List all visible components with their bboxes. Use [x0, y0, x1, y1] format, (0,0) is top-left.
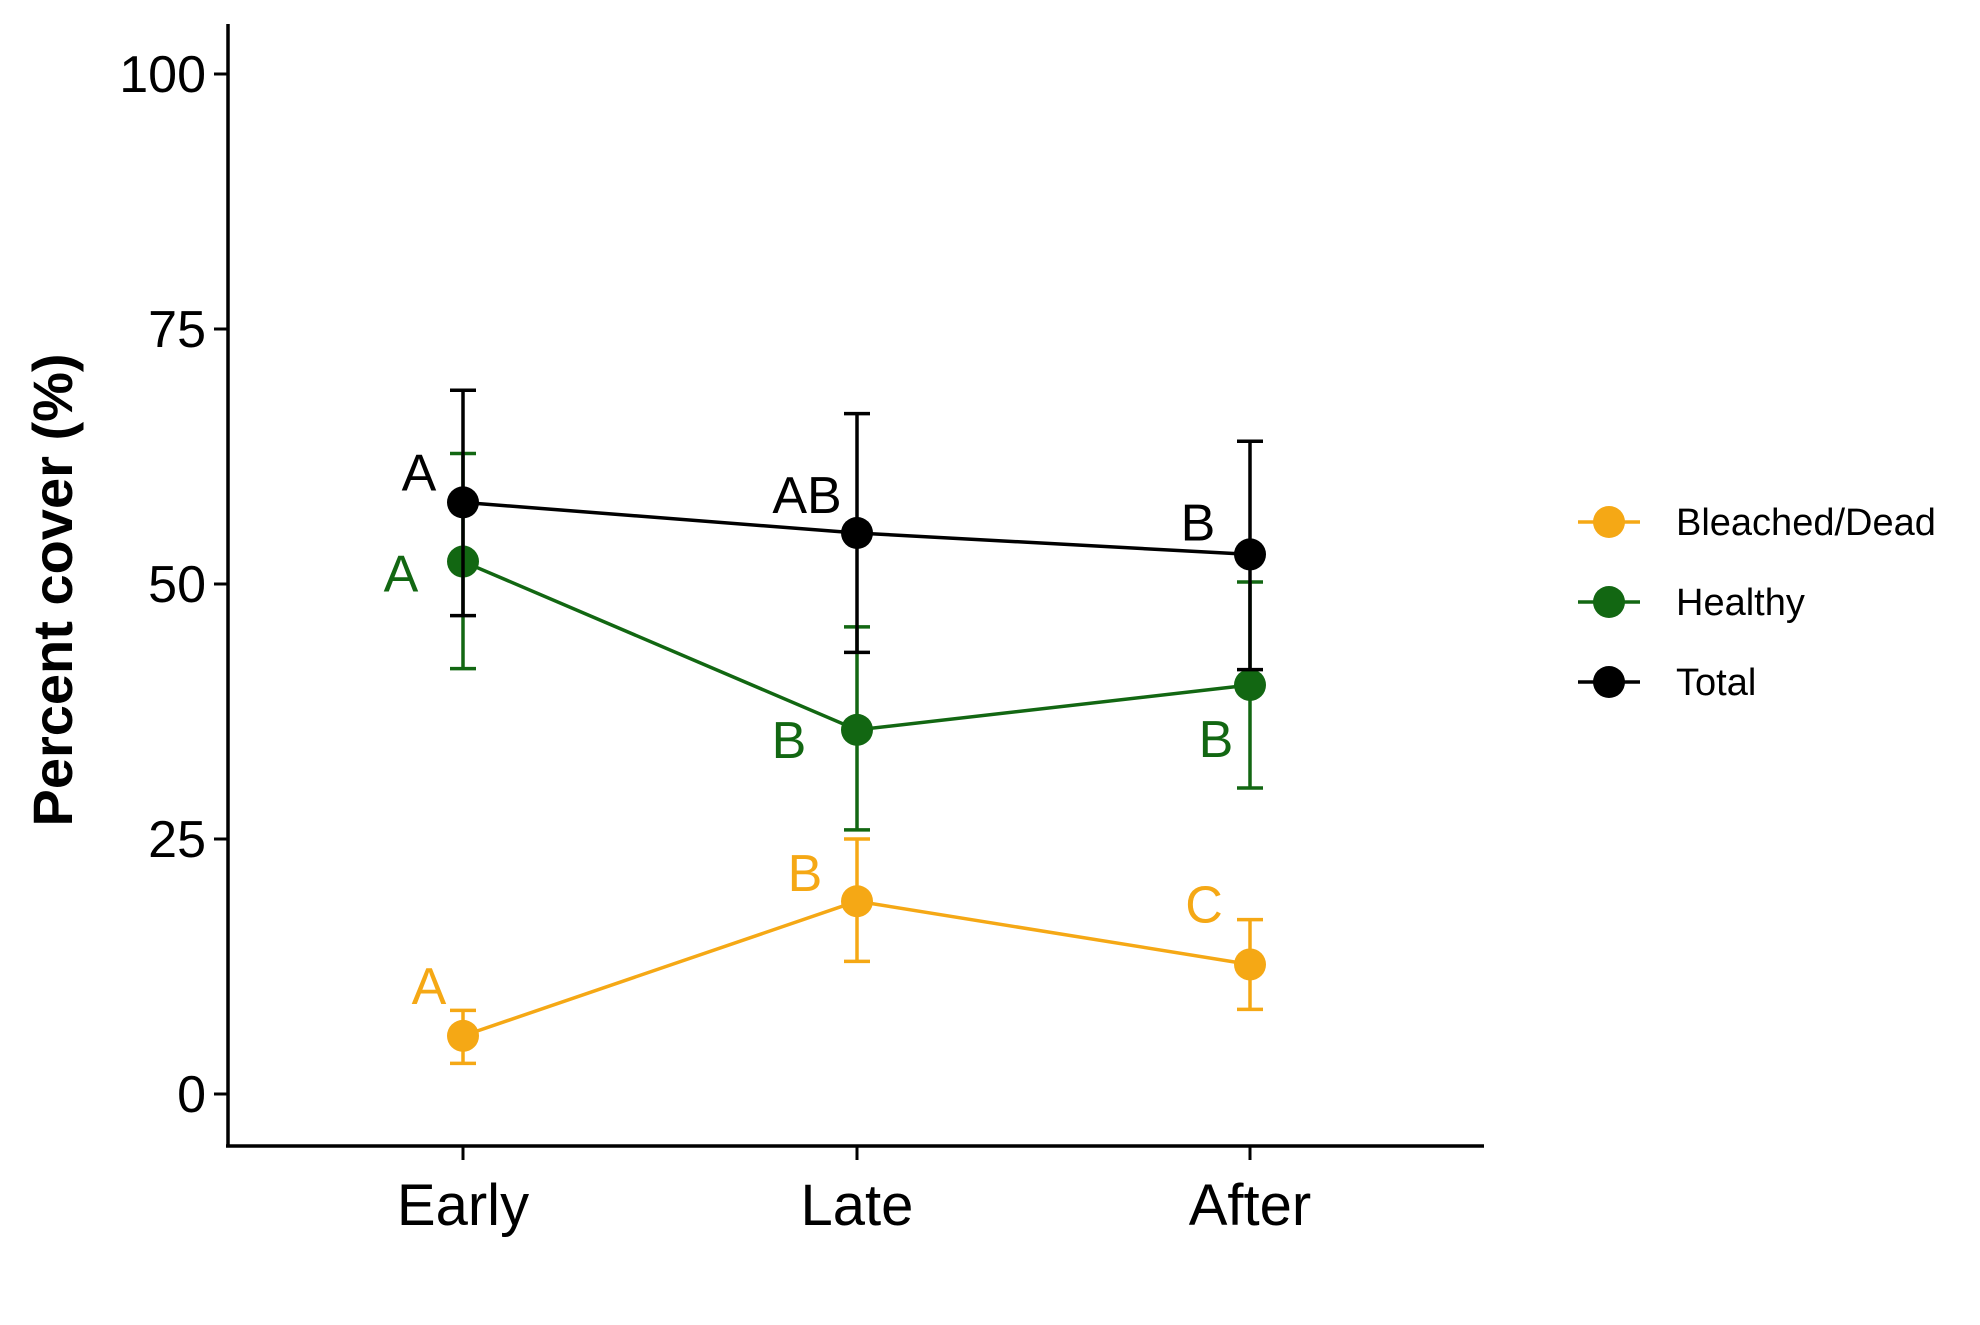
significance-letter: C	[1185, 876, 1223, 934]
y-tick-label: 75	[148, 301, 206, 359]
significance-letter: B	[788, 845, 823, 903]
legend-label: Total	[1676, 662, 1756, 704]
significance-letter: AB	[772, 467, 841, 525]
significance-letter: A	[402, 444, 437, 502]
significance-letter: A	[384, 546, 419, 604]
legend-marker	[1593, 586, 1625, 618]
y-tick-label: 25	[148, 811, 206, 869]
significance-letter: B	[772, 712, 807, 770]
legend: Bleached/Dead Healthy Total	[1578, 502, 1936, 704]
data-point	[447, 1019, 479, 1052]
significance-letter: B	[1181, 494, 1216, 552]
legend-item: Total	[1578, 662, 1756, 704]
series-bleached-dead: A B C	[412, 837, 1266, 1066]
data-point	[841, 885, 873, 918]
y-tick-label: 0	[177, 1066, 206, 1124]
y-tick-label: 50	[148, 556, 206, 614]
legend-marker	[1593, 666, 1625, 698]
data-point	[841, 517, 873, 549]
series-total: A AB B	[402, 388, 1266, 672]
data-point	[1234, 538, 1266, 571]
legend-marker	[1593, 506, 1625, 538]
y-axis-title: Percent cover (%)	[21, 353, 84, 826]
legend-label: Bleached/Dead	[1676, 502, 1936, 544]
significance-letter: A	[412, 958, 447, 1016]
y-tick-label: 100	[119, 46, 206, 104]
data-point	[447, 486, 479, 519]
legend-label: Healthy	[1676, 582, 1805, 624]
data-point	[841, 713, 873, 746]
data-point	[1234, 948, 1266, 981]
significance-letter: B	[1199, 711, 1234, 769]
axes: 0 25 50 75 100 Early Late After	[119, 24, 1484, 1238]
x-tick-label: After	[1189, 1173, 1312, 1238]
x-tick-label: Late	[801, 1173, 914, 1238]
legend-item: Healthy	[1578, 582, 1805, 624]
x-tick-label: Early	[397, 1173, 529, 1238]
data-point	[1234, 668, 1266, 701]
legend-item: Bleached/Dead	[1578, 502, 1936, 544]
